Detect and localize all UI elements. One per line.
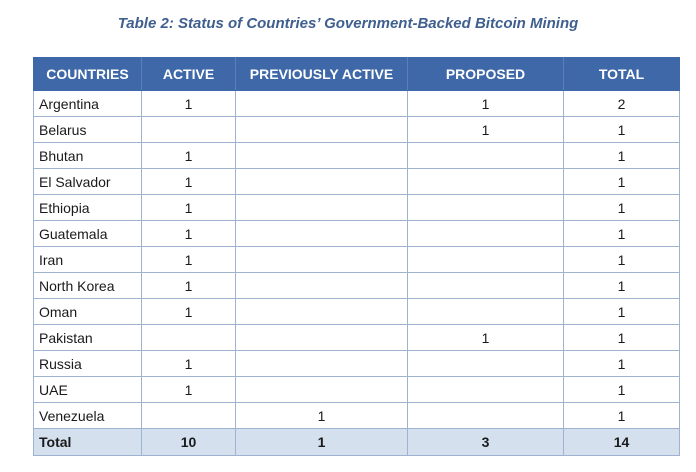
table-row: North Korea 1 1 xyxy=(33,272,680,299)
total-cell: 1 xyxy=(563,220,680,247)
previously-active-cell xyxy=(235,376,408,403)
total-proposed-cell: 3 xyxy=(407,428,564,456)
table-row: Ethiopia 1 1 xyxy=(33,194,680,221)
table-row: Oman 1 1 xyxy=(33,298,680,325)
country-cell: Ethiopia xyxy=(33,194,142,221)
total-active-cell: 10 xyxy=(141,428,236,456)
table-row: Belarus 1 1 xyxy=(33,116,680,143)
active-cell: 1 xyxy=(141,220,236,247)
proposed-cell: 1 xyxy=(407,116,564,143)
total-cell: 1 xyxy=(563,246,680,273)
header-total: TOTAL xyxy=(563,57,680,91)
previously-active-cell xyxy=(235,168,408,195)
country-cell: UAE xyxy=(33,376,142,403)
active-cell: 1 xyxy=(141,298,236,325)
total-cell: 1 xyxy=(563,142,680,169)
total-cell: 1 xyxy=(563,350,680,377)
table-caption: Table 2: Status of Countries’ Government… xyxy=(117,15,579,32)
proposed-cell xyxy=(407,350,564,377)
active-cell: 1 xyxy=(141,246,236,273)
proposed-cell: 1 xyxy=(407,90,564,117)
table-row: Argentina 1 1 2 xyxy=(33,90,680,117)
total-cell: 1 xyxy=(563,194,680,221)
proposed-cell xyxy=(407,272,564,299)
total-row: Total 10 1 3 14 xyxy=(33,428,680,456)
previously-active-cell xyxy=(235,90,408,117)
active-cell: 1 xyxy=(141,376,236,403)
active-cell: 1 xyxy=(141,142,236,169)
header-countries: COUNTRIES xyxy=(33,57,142,91)
grand-total-cell: 14 xyxy=(563,428,680,456)
proposed-cell xyxy=(407,220,564,247)
country-cell: Oman xyxy=(33,298,142,325)
previously-active-cell xyxy=(235,194,408,221)
active-cell: 1 xyxy=(141,168,236,195)
active-cell xyxy=(141,116,236,143)
table-row: Iran 1 1 xyxy=(33,246,680,273)
total-cell: 1 xyxy=(563,402,680,429)
table-row: Bhutan 1 1 xyxy=(33,142,680,169)
total-cell: 2 xyxy=(563,90,680,117)
header-active: ACTIVE xyxy=(141,57,236,91)
country-cell: Venezuela xyxy=(33,402,142,429)
table-row: Russia 1 1 xyxy=(33,350,680,377)
proposed-cell xyxy=(407,246,564,273)
previously-active-cell xyxy=(235,246,408,273)
header-proposed: PROPOSED xyxy=(407,57,564,91)
total-cell: 1 xyxy=(563,376,680,403)
active-cell xyxy=(141,402,236,429)
previously-active-cell xyxy=(235,298,408,325)
total-cell: 1 xyxy=(563,324,680,351)
proposed-cell xyxy=(407,142,564,169)
country-cell: Bhutan xyxy=(33,142,142,169)
country-cell: North Korea xyxy=(33,272,142,299)
proposed-cell xyxy=(407,402,564,429)
header-previously-active: PREVIOUSLY ACTIVE xyxy=(235,57,408,91)
proposed-cell xyxy=(407,298,564,325)
proposed-cell xyxy=(407,168,564,195)
proposed-cell: 1 xyxy=(407,324,564,351)
proposed-cell xyxy=(407,194,564,221)
total-cell: 1 xyxy=(563,116,680,143)
bitcoin-mining-status-table: COUNTRIES ACTIVE PREVIOUSLY ACTIVE PROPO… xyxy=(33,57,680,456)
country-cell: Iran xyxy=(33,246,142,273)
previously-active-cell xyxy=(235,272,408,299)
country-cell: El Salvador xyxy=(33,168,142,195)
active-cell xyxy=(141,324,236,351)
table-row: UAE 1 1 xyxy=(33,376,680,403)
country-cell: Russia xyxy=(33,350,142,377)
country-cell: Pakistan xyxy=(33,324,142,351)
previously-active-cell xyxy=(235,116,408,143)
active-cell: 1 xyxy=(141,194,236,221)
table-row: Pakistan 1 1 xyxy=(33,324,680,351)
total-label-cell: Total xyxy=(33,428,142,456)
total-cell: 1 xyxy=(563,168,680,195)
table-row: El Salvador 1 1 xyxy=(33,168,680,195)
total-cell: 1 xyxy=(563,272,680,299)
active-cell: 1 xyxy=(141,272,236,299)
active-cell: 1 xyxy=(141,350,236,377)
total-previously-active-cell: 1 xyxy=(235,428,408,456)
country-cell: Argentina xyxy=(33,90,142,117)
proposed-cell xyxy=(407,376,564,403)
previously-active-cell: 1 xyxy=(235,402,408,429)
table-row: Guatemala 1 1 xyxy=(33,220,680,247)
active-cell: 1 xyxy=(141,90,236,117)
country-cell: Guatemala xyxy=(33,220,142,247)
previously-active-cell xyxy=(235,324,408,351)
previously-active-cell xyxy=(235,142,408,169)
header-row: COUNTRIES ACTIVE PREVIOUSLY ACTIVE PROPO… xyxy=(33,57,680,91)
country-cell: Belarus xyxy=(33,116,142,143)
table-row: Venezuela 1 1 xyxy=(33,402,680,429)
total-cell: 1 xyxy=(563,298,680,325)
previously-active-cell xyxy=(235,350,408,377)
previously-active-cell xyxy=(235,220,408,247)
